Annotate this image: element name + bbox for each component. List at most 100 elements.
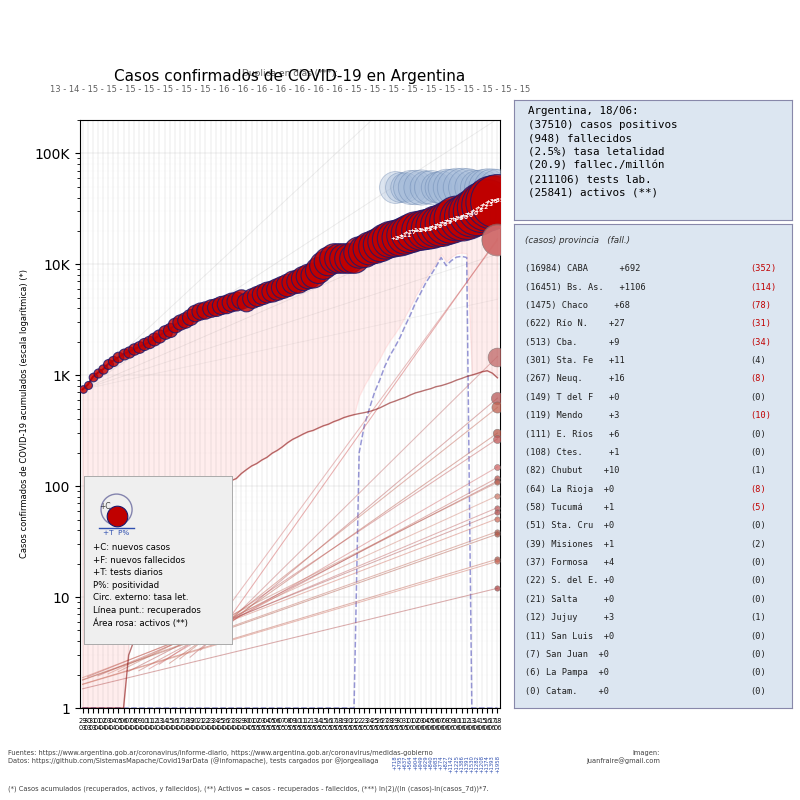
Point [491, 194, 504, 207]
Point [133, 341, 146, 354]
Text: +1225: +1225 [454, 755, 459, 773]
Point [342, 252, 355, 265]
Text: (16451) Bs. As.   +1106: (16451) Bs. As. +1106 [525, 282, 646, 291]
Point [399, 180, 412, 193]
Text: +F: +F [111, 512, 122, 521]
Point [368, 239, 381, 252]
Point [409, 225, 422, 238]
Point [142, 336, 155, 349]
Text: +30: +30 [466, 211, 478, 216]
Text: (11) San Luis  +0: (11) San Luis +0 [525, 631, 630, 641]
Point [434, 218, 447, 231]
Point [358, 245, 370, 258]
Text: (21) Salta     +0: (21) Salta +0 [525, 595, 630, 604]
Text: +564: +564 [408, 755, 413, 770]
Point [414, 180, 427, 193]
Point [466, 180, 478, 193]
Text: (513) Cba.      +9: (513) Cba. +9 [525, 338, 635, 346]
Text: (6) La Pampa  +0: (6) La Pampa +0 [525, 668, 625, 678]
Point [82, 378, 94, 391]
Text: +29: +29 [440, 221, 453, 226]
Point [419, 180, 432, 193]
Point [394, 180, 406, 193]
Point [306, 268, 319, 281]
Point [112, 351, 125, 364]
Text: (0): (0) [750, 595, 766, 604]
Text: +23: +23 [481, 202, 494, 207]
Text: +18: +18 [450, 216, 463, 221]
Text: (0) Catam.    +0: (0) Catam. +0 [525, 686, 625, 696]
Point [184, 310, 197, 323]
Point [491, 401, 504, 414]
Point [210, 301, 222, 314]
Point [250, 290, 263, 302]
Point [491, 512, 504, 525]
Text: (352): (352) [750, 264, 777, 273]
Point [153, 330, 166, 342]
Point [363, 242, 376, 254]
Text: (1): (1) [750, 614, 766, 622]
Point [317, 258, 330, 271]
Text: (4): (4) [750, 356, 766, 365]
Point [419, 223, 432, 236]
Point [491, 476, 504, 489]
Point [230, 294, 242, 307]
Point [434, 180, 447, 193]
Text: +18: +18 [470, 209, 483, 214]
Point [455, 211, 468, 224]
Point [460, 180, 473, 193]
Point [486, 195, 498, 208]
Text: (111) E. Ríos   +6: (111) E. Ríos +6 [525, 430, 635, 438]
Point [374, 238, 386, 250]
Point [302, 270, 314, 282]
Text: (37) Formosa   +4: (37) Formosa +4 [525, 558, 630, 567]
Text: (12) Jujuy     +3: (12) Jujuy +3 [525, 614, 630, 622]
Text: (22) S. del E. +0: (22) S. del E. +0 [525, 577, 630, 586]
Point [491, 490, 504, 502]
Point [491, 180, 504, 193]
Text: (301) Sta. Fe   +11: (301) Sta. Fe +11 [525, 356, 635, 365]
Text: (51) Sta. Cru  +0: (51) Sta. Cru +0 [525, 522, 630, 530]
Text: +637: +637 [402, 755, 408, 770]
Text: (0): (0) [750, 522, 766, 530]
Text: (0): (0) [750, 631, 766, 641]
Point [389, 232, 402, 245]
Text: (64) La Rioja  +0: (64) La Rioja +0 [525, 485, 630, 494]
Point [450, 212, 463, 225]
Text: +T  P%: +T P% [103, 530, 130, 536]
Text: +17: +17 [404, 230, 417, 235]
Text: +1393: +1393 [490, 755, 495, 773]
Text: +827: +827 [444, 755, 449, 770]
Text: +1142: +1142 [449, 755, 454, 773]
Text: +35: +35 [486, 199, 499, 204]
Point [399, 229, 412, 242]
Point [389, 180, 402, 193]
Text: (1475) Chaco     +68: (1475) Chaco +68 [525, 301, 640, 310]
Text: (0): (0) [750, 668, 766, 678]
Text: +24: +24 [424, 226, 438, 231]
Point [281, 278, 294, 291]
Text: (8): (8) [750, 374, 766, 383]
Point [460, 210, 473, 222]
Point [491, 525, 504, 538]
Point [470, 205, 483, 218]
Point [138, 338, 150, 351]
Point [445, 180, 458, 193]
Point [491, 426, 504, 439]
Point [122, 346, 135, 358]
Point [178, 314, 191, 326]
Point [194, 305, 206, 318]
Point [261, 286, 274, 298]
Point [204, 302, 217, 315]
Point [322, 255, 335, 268]
Text: +1958: +1958 [495, 755, 500, 773]
Text: (*) Casos acumulados (recuperados, activos, y fallecidos), (**) Activos = casos : (*) Casos acumulados (recuperados, activ… [8, 786, 489, 792]
Point [378, 234, 391, 247]
Point [91, 366, 104, 379]
Point [225, 296, 238, 309]
Point [327, 252, 340, 265]
Point [338, 252, 350, 265]
Point [491, 471, 504, 484]
Point [409, 180, 422, 193]
Text: +1374: +1374 [485, 755, 490, 773]
